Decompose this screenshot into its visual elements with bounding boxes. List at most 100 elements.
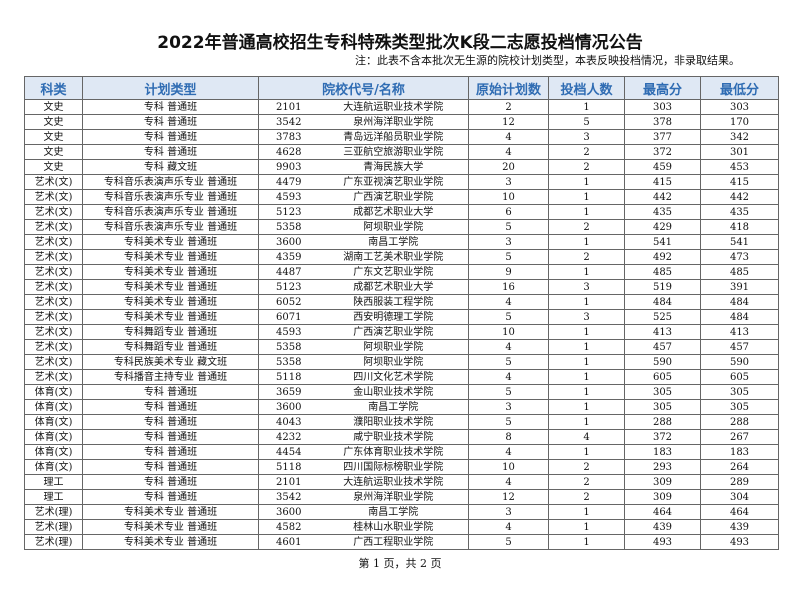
- table-cell: 4: [468, 369, 549, 385]
- footer: 第 1 页，共 2 页: [358, 557, 442, 570]
- table-cell: 专科播音主持专业 普通班: [82, 369, 259, 385]
- table-row: 体育(文) 专科 普通班 3659 金山职业技术学院 5 1 305 305: [24, 384, 779, 400]
- table-row: 理工 专科 普通班 3542 泉州海洋职业学院 12 2 309 304: [24, 489, 779, 505]
- table-cell: 专科舞蹈专业 普通班: [82, 339, 259, 355]
- table-cell: 专科音乐表演声乐专业 普通班: [82, 174, 259, 190]
- table-cell: 4487: [258, 264, 319, 280]
- table-cell: 艺术(文): [24, 294, 83, 310]
- table-cell: 4593: [258, 324, 319, 340]
- table-cell: 文史: [24, 114, 83, 130]
- table-cell: 专科美术专业 普通班: [82, 249, 259, 265]
- table-cell: 1: [548, 294, 625, 310]
- table-cell: 183: [700, 444, 779, 460]
- table-cell: 5: [468, 384, 549, 400]
- table-cell: 艺术(文): [24, 369, 83, 385]
- table-cell: 439: [624, 519, 701, 535]
- table-cell: 艺术(文): [24, 354, 83, 370]
- table-cell: 西安明德理工学院: [318, 309, 469, 325]
- table-cell: 2: [548, 249, 625, 265]
- table-cell: 专科舞蹈专业 普通班: [82, 324, 259, 340]
- table-cell: 377: [624, 129, 701, 145]
- table-cell: 288: [624, 414, 701, 430]
- table-cell: 体育(文): [24, 459, 83, 475]
- table-cell: 5123: [258, 279, 319, 295]
- table-cell: 457: [700, 339, 779, 355]
- table-cell: 专科 普通班: [82, 129, 259, 145]
- table-cell: 288: [700, 414, 779, 430]
- table-cell: 专科 普通班: [82, 99, 259, 115]
- table-cell: 3: [548, 129, 625, 145]
- table-cell: 305: [700, 399, 779, 415]
- table-cell: 16: [468, 279, 549, 295]
- table-cell: 492: [624, 249, 701, 265]
- table-cell: 咸宁职业技术学院: [318, 429, 469, 445]
- table-cell: 3: [468, 174, 549, 190]
- table-cell: 415: [624, 174, 701, 190]
- table-cell: 文史: [24, 99, 83, 115]
- table-row: 文史 专科 普通班 4628 三亚航空旅游职业学院 4 2 372 301: [24, 144, 779, 160]
- table-cell: 5: [468, 354, 549, 370]
- table-cell: 20: [468, 159, 549, 175]
- table-row: 体育(文) 专科 普通班 4454 广东体育职业技术学院 4 1 183 183: [24, 444, 779, 460]
- table-cell: 艺术(文): [24, 234, 83, 250]
- table-cell: 1: [548, 504, 625, 520]
- table-cell: 1: [548, 444, 625, 460]
- table-cell: 3600: [258, 399, 319, 415]
- table-cell: 专科 普通班: [82, 414, 259, 430]
- table-cell: 3783: [258, 129, 319, 145]
- table-row: 体育(文) 专科 普通班 3600 南昌工学院 3 1 305 305: [24, 399, 779, 415]
- table-cell: 专科美术专业 普通班: [82, 234, 259, 250]
- table-cell: 2: [468, 99, 549, 115]
- table-cell: 1: [548, 369, 625, 385]
- table-cell: 12: [468, 489, 549, 505]
- table-row: 体育(文) 专科 普通班 5118 四川国际标榜职业学院 10 2 293 264: [24, 459, 779, 475]
- table-cell: 体育(文): [24, 444, 83, 460]
- table-cell: 1: [548, 399, 625, 415]
- table-cell: 8: [468, 429, 549, 445]
- table-cell: 广东体育职业技术学院: [318, 444, 469, 460]
- table-cell: 陕西服装工程学院: [318, 294, 469, 310]
- column-header: 计划类型: [82, 76, 259, 100]
- table-cell: 体育(文): [24, 384, 83, 400]
- table-cell: 3: [548, 279, 625, 295]
- table-cell: 459: [624, 159, 701, 175]
- table-cell: 484: [624, 294, 701, 310]
- table-row: 艺术(文) 专科美术专业 普通班 5123 成都艺术职业大学 16 3 519 391: [24, 279, 779, 295]
- table-cell: 442: [700, 189, 779, 205]
- table-cell: 专科 普通班: [82, 459, 259, 475]
- table-cell: 2: [548, 219, 625, 235]
- table-cell: 专科美术专业 普通班: [82, 309, 259, 325]
- table-cell: 4628: [258, 144, 319, 160]
- table-cell: 1: [548, 354, 625, 370]
- table-cell: 590: [700, 354, 779, 370]
- table-cell: 专科 普通班: [82, 399, 259, 415]
- table-row: 艺术(文) 专科民族美术专业 藏文班 5358 阿坝职业学院 5 1 590 590: [24, 354, 779, 370]
- table-cell: 418: [700, 219, 779, 235]
- table-cell: 5358: [258, 339, 319, 355]
- table-cell: 3600: [258, 234, 319, 250]
- table-cell: 1: [548, 384, 625, 400]
- table-cell: 439: [700, 519, 779, 535]
- table-cell: 濮阳职业技术学院: [318, 414, 469, 430]
- table-cell: 6052: [258, 294, 319, 310]
- table-cell: 1: [548, 414, 625, 430]
- table-cell: 专科音乐表演声乐专业 普通班: [82, 189, 259, 205]
- table-cell: 309: [624, 474, 701, 490]
- table-cell: 305: [700, 384, 779, 400]
- table-cell: 429: [624, 219, 701, 235]
- table-row: 文史 专科 普通班 2101 大连航运职业技术学院 2 1 303 303: [24, 99, 779, 115]
- table-cell: 170: [700, 114, 779, 130]
- table-cell: 1: [548, 519, 625, 535]
- table-row: 艺术(文) 专科美术专业 普通班 4359 湖南工艺美术职业学院 5 2 492 473: [24, 249, 779, 265]
- table-cell: 4: [468, 519, 549, 535]
- table-cell: 267: [700, 429, 779, 445]
- table-cell: 453: [700, 159, 779, 175]
- table-cell: 专科美术专业 普通班: [82, 279, 259, 295]
- table-cell: 4043: [258, 414, 319, 430]
- table-cell: 1: [548, 339, 625, 355]
- table-cell: 484: [700, 309, 779, 325]
- table-cell: 阿坝职业学院: [318, 354, 469, 370]
- table-cell: 4479: [258, 174, 319, 190]
- table-cell: 3: [468, 504, 549, 520]
